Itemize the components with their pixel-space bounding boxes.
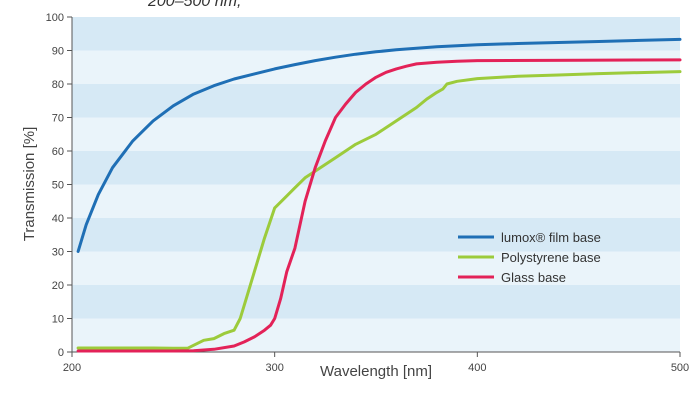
grid-band xyxy=(72,318,680,352)
grid-band xyxy=(72,285,680,319)
y-tick-label: 90 xyxy=(52,46,64,58)
series-line-2 xyxy=(76,58,682,353)
series-line-1 xyxy=(76,70,682,350)
grid-band xyxy=(72,17,680,51)
chart-title-fragment: 200–500 nm, xyxy=(147,0,241,10)
grid-band xyxy=(72,218,680,252)
x-tick-label: 200 xyxy=(63,362,81,374)
grid-band xyxy=(72,151,680,185)
legend-label: lumox® film base xyxy=(501,230,601,245)
y-tick-label: 40 xyxy=(52,213,64,225)
legend-label: Polystyrene base xyxy=(501,250,601,265)
x-axis-ticks: 200 300 400 500 xyxy=(63,352,689,374)
x-axis-title: Wavelength [nm] xyxy=(320,363,432,380)
y-tick-label: 70 xyxy=(52,113,64,125)
y-axis-ticks: 0 10 20 30 40 50 60 70 80 90 100 xyxy=(46,12,72,359)
y-tick-label: 100 xyxy=(46,12,64,24)
y-tick-label: 0 xyxy=(58,347,64,359)
grid-band xyxy=(72,84,680,118)
y-tick-label: 20 xyxy=(52,280,64,292)
y-tick-label: 10 xyxy=(52,314,64,326)
grid-band xyxy=(72,251,680,285)
y-tick-label: 50 xyxy=(52,180,64,192)
y-tick-label: 30 xyxy=(52,247,64,259)
y-axis-title: Transmission [%] xyxy=(21,127,38,241)
x-tick-label: 400 xyxy=(468,362,486,374)
x-tick-label: 500 xyxy=(671,362,689,374)
grid-band xyxy=(72,184,680,218)
series-line-0 xyxy=(76,37,682,253)
x-tick-label: 300 xyxy=(265,362,283,374)
y-tick-label: 80 xyxy=(52,79,64,91)
series-lines xyxy=(76,37,682,353)
legend: lumox® film base Polystyrene base Glass ba… xyxy=(458,230,601,285)
y-tick-label: 60 xyxy=(52,146,64,158)
legend-label: Glass base xyxy=(501,270,566,285)
grid-bands xyxy=(72,17,680,352)
